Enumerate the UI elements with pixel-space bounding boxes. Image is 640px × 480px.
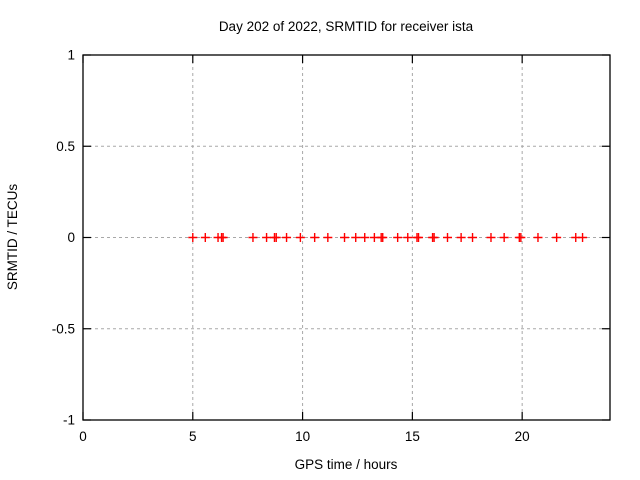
x-axis-label: GPS time / hours xyxy=(295,457,398,472)
data-point-marker xyxy=(271,233,281,242)
data-point-marker xyxy=(393,233,403,242)
y-tick-label: 1 xyxy=(67,48,75,63)
y-tick-label: -0.5 xyxy=(52,321,75,336)
data-point-marker xyxy=(340,233,350,242)
data-point-marker xyxy=(295,233,305,242)
data-point-marker xyxy=(351,233,361,242)
data-point-marker xyxy=(486,233,496,242)
data-point-marker xyxy=(310,233,320,242)
x-tick-label: 10 xyxy=(295,429,310,444)
data-point-marker xyxy=(578,233,588,242)
data-point-marker xyxy=(533,233,543,242)
y-axis-label: SRMTID / TECUs xyxy=(5,184,20,291)
data-point-marker xyxy=(200,233,210,242)
data-point-marker xyxy=(414,233,424,242)
data-points xyxy=(188,233,588,242)
y-tick-label: 0.5 xyxy=(56,139,75,154)
tick-labels: 0 5 10 15 20 -1 -0.5 0 0.5 1 xyxy=(52,48,530,445)
data-point-marker xyxy=(378,233,388,242)
data-point-marker xyxy=(282,233,292,242)
data-point-marker xyxy=(218,233,228,242)
y-tick-label: 0 xyxy=(67,230,75,245)
x-tick-label: 20 xyxy=(515,429,530,444)
data-point-marker xyxy=(262,233,272,242)
data-point-marker xyxy=(456,233,466,242)
data-point-marker xyxy=(499,233,509,242)
x-tick-label: 5 xyxy=(189,429,197,444)
y-tick-label: -1 xyxy=(63,413,75,428)
x-tick-label: 0 xyxy=(79,429,87,444)
data-point-marker xyxy=(552,233,562,242)
plot-frame xyxy=(82,54,611,421)
chart-title: Day 202 of 2022, SRMTID for receiver ist… xyxy=(219,19,474,34)
data-point-marker xyxy=(403,233,413,242)
data-point-marker xyxy=(323,233,333,242)
x-tick-label: 15 xyxy=(405,429,420,444)
data-point-marker xyxy=(429,233,439,242)
data-point-marker xyxy=(516,233,526,242)
data-point-marker xyxy=(360,233,370,242)
data-point-marker xyxy=(248,233,258,242)
data-point-marker xyxy=(468,233,478,242)
data-point-marker xyxy=(443,233,453,242)
data-point-marker xyxy=(188,233,198,242)
